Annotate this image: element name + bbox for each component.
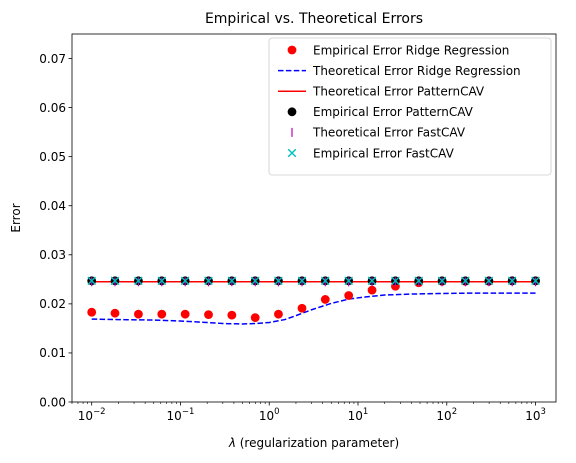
- x-tick-base: 10: [167, 409, 182, 423]
- x-tick-label: 10−1: [167, 407, 195, 423]
- series-empirical-error-fastcav-point: [484, 276, 494, 286]
- series-empirical-error-fastcav-point: [87, 276, 96, 286]
- series-empirical-error-fastcav-point: [320, 276, 330, 286]
- legend-item: Theoretical Error PatternCAV: [278, 85, 485, 99]
- series-empirical-error-fastcav-point: [157, 276, 167, 286]
- series-empirical-error-fastcav-point: [204, 276, 213, 286]
- x-tick-base: 10: [525, 409, 540, 423]
- plot-area: [87, 276, 540, 325]
- series-empirical-error-ridge-regression-point: [110, 308, 120, 318]
- series-group: [87, 276, 540, 325]
- y-tick-label: 0.02: [39, 297, 66, 311]
- series-empirical-error-fastcav-point: [180, 276, 190, 286]
- y-tick-label: 0.03: [39, 248, 66, 262]
- x-tick-label: 100: [259, 407, 280, 423]
- x-tick-base: 10: [436, 409, 451, 423]
- x-axis-title: λ (regularization parameter): [228, 436, 399, 450]
- x-tick-base: 10: [348, 409, 363, 423]
- y-tick-label: 0.01: [39, 346, 66, 360]
- series-empirical-error-ridge-regression-point: [344, 291, 354, 300]
- series-empirical-error-fastcav-point: [437, 276, 447, 286]
- legend-item: Empirical Error Ridge Regression: [287, 43, 509, 57]
- series-empirical-error-fastcav-point: [461, 276, 470, 286]
- series-empirical-error-fastcav-point: [414, 276, 424, 286]
- series-empirical-error-ridge-regression-point: [274, 309, 283, 319]
- series-empirical-error-fastcav: [87, 276, 540, 286]
- y-tick-label: 0.00: [39, 395, 66, 409]
- x-tick-label: 102: [436, 407, 457, 423]
- x-axis-title-symbol: λ: [228, 436, 236, 450]
- series-empirical-error-fastcav-point: [507, 276, 517, 286]
- series-empirical-error-ridge-regression-point: [367, 285, 377, 295]
- legend-label: Theoretical Error PatternCAV: [312, 85, 485, 99]
- series-empirical-error-ridge-regression-point: [250, 313, 260, 323]
- series-empirical-error-ridge-regression-point: [297, 303, 307, 313]
- legend-label: Theoretical Error FastCAV: [312, 126, 466, 140]
- series-empirical-error-ridge-regression-point: [227, 310, 237, 320]
- legend-item: Theoretical Error FastCAV: [291, 126, 466, 140]
- series-empirical-error-fastcav-point: [227, 276, 237, 286]
- y-tick-label: 0.07: [39, 52, 66, 66]
- chart-title: Empirical vs. Theoretical Errors: [205, 11, 423, 27]
- x-tick-exponent: 2: [452, 407, 457, 417]
- series-empirical-error-ridge-regression-point: [320, 295, 330, 304]
- series-empirical-error-fastcav-point: [391, 276, 400, 286]
- x-tick-exponent: 1: [363, 407, 368, 417]
- series-theoretical-error-ridge-regression-line: [91, 292, 536, 325]
- x-tick-label: 101: [348, 407, 369, 423]
- series-theoretical-error-ridge-regression: [91, 292, 536, 325]
- series-empirical-error-fastcav-point: [297, 276, 307, 286]
- legend-swatch: [287, 107, 297, 117]
- legend-item: Theoretical Error Ridge Regression: [278, 64, 521, 78]
- legend-label: Empirical Error Ridge Regression: [313, 43, 509, 57]
- series-empirical-error-fastcav-point: [367, 276, 377, 286]
- legend-swatch: [287, 45, 297, 55]
- legend: Empirical Error Ridge Regression Theoreti…: [268, 37, 552, 176]
- x-tick-exponent: −2: [93, 407, 106, 417]
- series-empirical-error-fastcav-point: [250, 276, 260, 286]
- y-tick-label: 0.06: [39, 101, 66, 115]
- series-empirical-error-patterncav: [87, 276, 540, 286]
- y-tick-label: 0.04: [39, 199, 66, 213]
- x-tick-exponent: −1: [182, 407, 195, 417]
- y-tick-label: 0.05: [39, 150, 66, 164]
- legend-label: Empirical Error FastCAV: [313, 146, 455, 160]
- x-tick-base: 10: [78, 409, 93, 423]
- series-empirical-error-ridge-regression-point: [180, 309, 190, 319]
- series-empirical-error-ridge-regression: [87, 276, 540, 323]
- series-empirical-error-fastcav-point: [134, 276, 143, 286]
- x-tick-label: 103: [525, 407, 546, 423]
- series-empirical-error-ridge-regression-point: [134, 309, 143, 319]
- x-axis-title-text: (regularization parameter): [236, 436, 399, 450]
- x-tick-label: 10−2: [78, 407, 106, 423]
- legend-swatch: [287, 148, 297, 158]
- legend-box: [268, 37, 552, 176]
- legend-label: Empirical Error PatternCAV: [313, 105, 474, 119]
- series-empirical-error-fastcav-point: [531, 276, 540, 286]
- x-tick-exponent: 0: [274, 407, 279, 417]
- series-empirical-error-ridge-regression-point: [204, 310, 213, 320]
- series-empirical-error-ridge-regression-point: [157, 309, 167, 319]
- series-empirical-error-fastcav-point: [274, 276, 283, 286]
- plot-frame: [71, 33, 557, 403]
- series-empirical-error-fastcav-point: [344, 276, 353, 286]
- legend-label: Theoretical Error Ridge Regression: [312, 64, 521, 78]
- x-tick-base: 10: [259, 409, 274, 423]
- x-tick-exponent: 3: [540, 407, 545, 417]
- series-empirical-error-ridge-regression-point: [87, 307, 97, 317]
- legend-item: Empirical Error FastCAV: [287, 146, 455, 160]
- series-empirical-error-fastcav-point: [110, 276, 120, 286]
- y-axis-title: Error: [9, 203, 23, 232]
- legend-item: Empirical Error PatternCAV: [287, 105, 474, 119]
